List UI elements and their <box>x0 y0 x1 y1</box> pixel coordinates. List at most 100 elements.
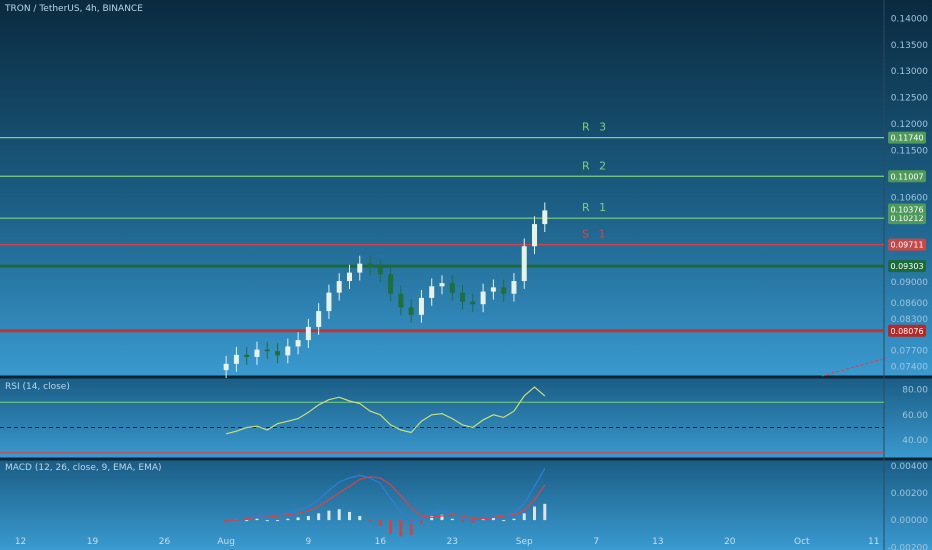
macd-histogram-bar <box>419 520 423 525</box>
level-label: R 1 <box>582 201 609 214</box>
candle-body <box>460 292 466 302</box>
trend-line[interactable] <box>821 357 887 377</box>
price-badge-label: 0.11007 <box>890 172 923 181</box>
price-badge <box>888 324 926 337</box>
x-tick-label: 16 <box>375 537 387 547</box>
macd-histogram-bar <box>327 510 331 521</box>
price-tick-label: 0.12000 <box>891 120 928 130</box>
rsi-indicator: 80.00 60.00 40.00 <box>0 386 928 454</box>
candle-body <box>398 293 404 308</box>
macd-histogram-bar <box>409 520 413 536</box>
price-badge <box>888 260 926 273</box>
price-tick-label: 0.08600 <box>891 299 928 309</box>
price-tick-label: 0.09000 <box>891 278 928 288</box>
candle-body <box>233 354 239 364</box>
macd-histogram-bar <box>502 520 506 522</box>
x-tick-label: 7 <box>593 537 599 547</box>
candle-body <box>521 246 527 282</box>
signal-line <box>226 476 546 521</box>
price-badge <box>888 131 926 144</box>
macd-tick-label: 0.00200 <box>891 489 928 499</box>
price-tick-label: 0.11500 <box>891 146 928 156</box>
macd-tick-label: 0.00400 <box>891 462 928 472</box>
price-badge <box>888 170 926 183</box>
chart-title: TRON / TetherUS, 4h, BINANCE <box>4 4 143 14</box>
price-badge-label: 0.08076 <box>890 327 923 336</box>
macd-histogram-bar <box>276 520 280 522</box>
macd-histogram-bar <box>481 518 485 521</box>
macd-histogram-bar <box>358 516 362 521</box>
macd-histogram-bar <box>306 516 310 521</box>
level-label: R 2 <box>582 159 609 172</box>
candle-body <box>418 297 424 315</box>
macd-tick-label: -0.00200 <box>888 543 929 550</box>
macd-histogram-bar <box>255 518 259 521</box>
macd-histogram-bar <box>368 520 372 522</box>
rsi-tick-label: 80.00 <box>902 386 928 396</box>
candle-body <box>275 351 281 356</box>
macd-histogram-bar <box>317 513 321 521</box>
macd-title: MACD (12, 26, close, 9, EMA, EMA) <box>5 463 162 473</box>
rsi-title: RSI (14, close) <box>5 382 70 392</box>
candle-body <box>377 267 383 275</box>
x-tick-label: Oct <box>794 537 810 547</box>
rsi-line <box>225 386 546 435</box>
price-tick-label: 0.14000 <box>891 14 928 24</box>
price-tick-label: 0.08300 <box>891 315 928 325</box>
candle-body <box>490 287 496 292</box>
macd-histogram-bar <box>461 520 465 522</box>
level-label: R 3 <box>582 121 609 134</box>
price-tick-label: 0.13000 <box>891 67 928 77</box>
candle-body <box>357 263 363 273</box>
macd-histogram-bar <box>522 513 526 521</box>
x-tick-label: 26 <box>159 537 171 547</box>
price-badge-label: 0.10212 <box>890 214 923 223</box>
rsi-pane <box>0 377 932 459</box>
price-tick-label: 0.13500 <box>891 41 928 51</box>
price-tick-label: 0.07400 <box>891 362 928 372</box>
macd-histogram-bar <box>224 520 228 523</box>
macd-indicator: 0.00400 0.00200 0.00000 -0.00200 <box>224 462 929 550</box>
rsi-tick-label: 40.00 <box>902 436 928 446</box>
price-badge <box>888 203 926 216</box>
price-badge-label: 0.09711 <box>890 241 923 250</box>
candle-body <box>388 274 394 294</box>
candle-body <box>326 292 332 312</box>
candle-body <box>511 281 517 294</box>
level-label: S 1 <box>582 228 608 241</box>
candle-body <box>316 311 322 327</box>
candle-body <box>254 349 260 357</box>
macd-histogram-bar <box>265 520 269 522</box>
macd-histogram-bar <box>430 516 434 521</box>
candle-body <box>367 263 373 268</box>
price-tick-label: 0.07700 <box>891 347 928 357</box>
x-tick-label: 13 <box>652 537 663 547</box>
x-tick-label: 19 <box>87 537 99 547</box>
candle-body <box>532 224 538 247</box>
candle-body <box>470 301 476 305</box>
x-tick-label: 23 <box>447 537 458 547</box>
macd-histogram-bar <box>245 520 249 522</box>
price-badge-label: 0.10376 <box>890 206 923 215</box>
candle-body <box>429 286 435 298</box>
price-badge-label: 0.09303 <box>890 262 923 271</box>
x-tick-label: 11 <box>868 537 879 547</box>
rsi-tick-label: 60.00 <box>902 411 928 421</box>
x-tick-label: 20 <box>724 537 736 547</box>
candle-body <box>336 281 342 293</box>
candle-body <box>223 363 229 371</box>
candle-body <box>439 283 445 287</box>
macd-histogram-bar <box>347 511 351 521</box>
candle-body <box>542 210 548 225</box>
price-scale[interactable]: 0.14000 0.13500 0.13000 0.12500 0.12000 0.115… <box>891 14 928 372</box>
x-tick-label: Sep <box>516 537 533 547</box>
time-axis[interactable]: 12 19 26 Aug 9 16 23 Sep 7 13 20 Oct 11 <box>15 537 880 547</box>
macd-histogram-bar <box>337 509 341 521</box>
macd-histogram-bar <box>296 517 300 521</box>
candle-body <box>285 346 291 356</box>
candle-body <box>480 291 486 305</box>
macd-histogram-bar <box>543 503 547 521</box>
macd-histogram-bar <box>389 520 393 534</box>
candle-body <box>408 307 414 315</box>
macd-tick-label: 0.00000 <box>891 516 928 526</box>
